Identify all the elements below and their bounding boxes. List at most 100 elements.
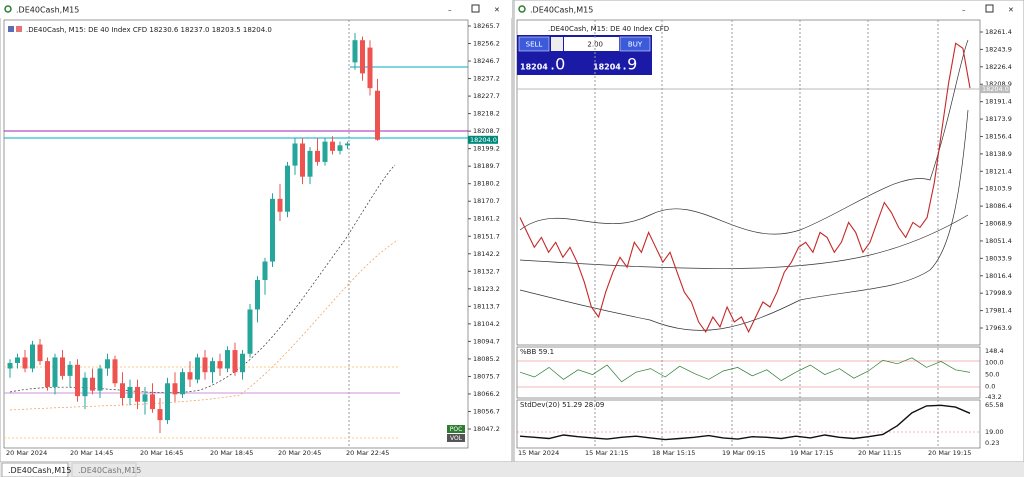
minimize[interactable]: – [962,6,966,14]
minimize[interactable]: – [448,6,452,14]
candle-body [37,344,43,362]
line-series [519,357,971,383]
volume-field[interactable] [564,37,619,51]
candle-body [142,394,148,402]
panel-axis-label: 0.0 [985,383,995,391]
window-title: .DE40Cash,M15 [530,6,593,15]
price-label: 18066.2 [473,390,500,398]
candle-body [22,357,28,369]
price-label: 18138.9 [985,150,1012,158]
time-label: 20 Mar 16:45 [140,449,183,457]
time-label: 20 Mar 19:15 [928,449,971,457]
time-label: 20 Mar 14:45 [70,449,113,457]
candle-body [322,141,328,162]
maximize[interactable] [471,4,480,13]
panel-axis-label: 0.23 [985,439,999,447]
panel-title: StdDev(20) 51.29 28.09 [520,401,604,409]
candle-body [157,409,163,421]
candle-body [90,377,95,391]
title-bar [0,0,512,18]
candle-body [277,198,283,212]
price-label: 18086.4 [985,202,1012,210]
current-price: 18204.0 [982,85,1009,93]
dropdown[interactable] [551,37,563,51]
close[interactable]: ✕ [494,6,500,14]
price-label: 18142.2 [473,250,500,258]
sell-button[interactable] [518,36,550,52]
price-label: 18189.7 [473,162,500,170]
candle-body [82,377,88,397]
candle-body [187,372,193,380]
panel-axis-label: 100.0 [985,359,1004,367]
buy-label[interactable]: BUY [628,41,643,49]
candle-body [307,150,313,177]
candle-body [165,383,170,421]
line-series [519,404,971,441]
bollinger-mid [519,214,969,269]
price-label: 18227.7 [473,92,500,100]
price-label: 17981.4 [985,307,1012,315]
tab[interactable] [71,462,137,477]
tab[interactable] [1,462,69,477]
price-label: 18068.9 [985,220,1012,228]
candle-body [202,357,208,373]
buy-button[interactable] [619,36,651,52]
bollinger-upper [519,39,969,235]
button[interactable] [447,425,465,433]
tab-label[interactable]: .DE40Cash,M15 [8,466,71,475]
candle-body [75,364,80,397]
candle-body [67,364,73,376]
price-label: 18047.2 [473,425,500,433]
panel-axis-label: 19.00 [985,428,1004,436]
candle-body [30,344,35,369]
price-label: 18237.2 [473,75,500,83]
panel-axis-label: 50.0 [985,371,999,379]
candle-body [315,150,320,162]
candle-body [360,40,365,74]
candle-body [330,141,335,151]
plot-area [3,19,469,449]
price-label: 18180.2 [473,180,500,188]
time-label: 15 Mar 21:15 [585,449,628,457]
price-label: 18016.4 [985,272,1012,280]
buy-price-frac: .9 [622,55,637,74]
sell-label[interactable]: SELL [526,41,543,49]
sell-price: 18204 [520,63,548,72]
price-label: 18103.9 [985,185,1012,193]
button-label[interactable]: VOL [450,435,463,442]
price-label: 18226.4 [985,63,1012,71]
candle-body [337,145,343,151]
candle-body [217,361,223,369]
line-series [519,42,971,334]
price-label: 18051.4 [985,237,1012,245]
candle-body [232,350,238,373]
candle-body [195,357,200,380]
indicator-panel [516,346,981,399]
candle-body [210,361,215,373]
price-label: 18173.9 [985,115,1012,123]
candle-body [15,357,20,363]
price-label: 18170.7 [473,197,500,205]
candle-body [240,353,245,373]
price-label: 18261.4 [985,28,1012,36]
button-label[interactable]: POC [450,426,463,433]
icon [4,5,12,13]
candle-body [120,383,125,399]
maximize[interactable] [985,4,994,13]
close[interactable]: ✕ [1008,6,1014,14]
price-label: 18208.9 [985,80,1012,88]
price-label: 18246.7 [473,57,500,65]
tab-label[interactable]: .DE40Cash,M15 [78,466,141,475]
price-label: 18208.7 [473,127,500,135]
button[interactable] [447,434,465,442]
candle-body [52,357,58,387]
candle-body [285,165,290,212]
time-label: 18 Mar 15:15 [652,449,695,457]
candle-body [225,350,230,369]
panel-axis-label: -43.2 [985,393,1002,401]
candle-body [375,90,380,140]
candle-body [97,368,103,391]
panel-title: %BB 59.1 [520,348,554,356]
candle-body [105,359,110,369]
